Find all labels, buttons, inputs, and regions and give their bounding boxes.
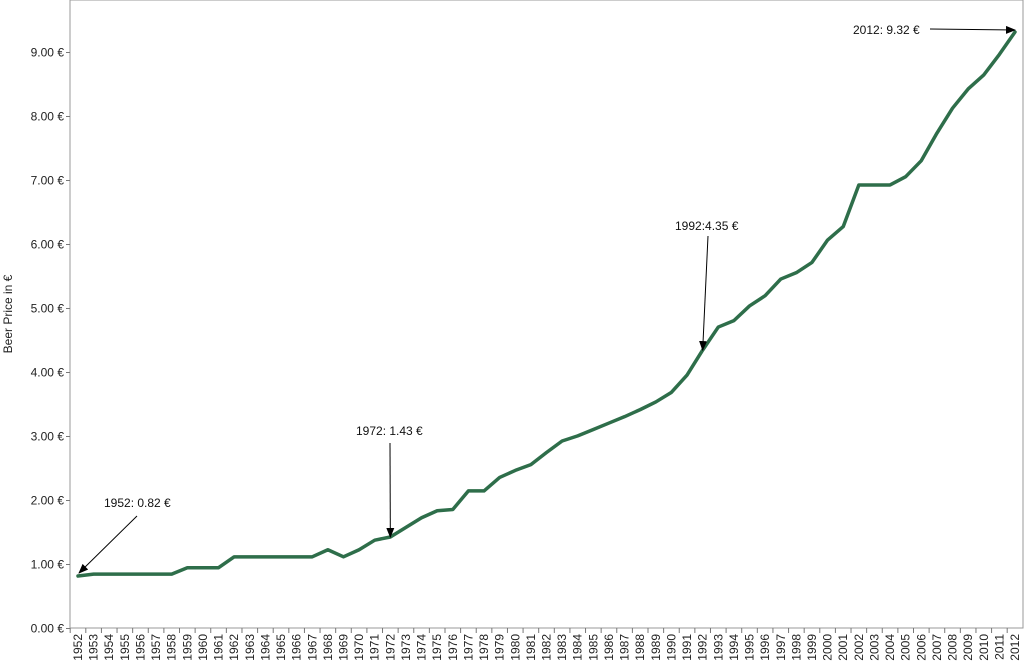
x-tick-label: 1973 <box>399 634 413 661</box>
x-tick-label: 1971 <box>368 634 382 661</box>
x-tick-label: 1985 <box>586 634 600 661</box>
x-tick-label: 1961 <box>212 634 226 661</box>
annotation-label: 2012: 9.32 € <box>853 23 920 37</box>
x-tick-label: 1991 <box>680 634 694 661</box>
plot-frame <box>69 0 1024 629</box>
x-tick-label: 1968 <box>321 634 335 661</box>
x-tick-label: 1956 <box>133 634 147 661</box>
annotation-arrow <box>78 515 138 574</box>
x-tick-label: 1952 <box>71 634 85 661</box>
x-tick-label: 1962 <box>227 634 241 661</box>
x-tick-label: 1992 <box>696 634 710 661</box>
x-tick-label: 2010 <box>977 634 991 661</box>
x-tick-label: 1979 <box>493 634 507 661</box>
x-tick-label: 1957 <box>149 634 163 661</box>
x-tick-label: 2002 <box>852 634 866 661</box>
x-tick-label: 2007 <box>930 634 944 661</box>
y-tick-label: 4.00 € <box>31 366 65 380</box>
x-tick-label: 2001 <box>836 634 850 661</box>
x-tick-label: 1959 <box>180 634 194 661</box>
x-tick-label: 1954 <box>102 634 116 661</box>
x-tick-label: 1960 <box>196 634 210 661</box>
x-tick-label: 1983 <box>555 634 569 661</box>
x-tick-label: 1970 <box>352 634 366 661</box>
x-tick-label: 1966 <box>290 634 304 661</box>
x-tick-label: 2006 <box>914 634 928 661</box>
x-tick-label: 1967 <box>305 634 319 661</box>
x-tick-label: 2003 <box>867 634 881 661</box>
x-tick-label: 1953 <box>87 634 101 661</box>
x-tick-label: 1990 <box>664 634 678 661</box>
y-tick-label: 2.00 € <box>31 494 65 508</box>
annotation-label: 1952: 0.82 € <box>104 496 171 510</box>
x-tick-label: 1958 <box>165 634 179 661</box>
x-tick-label: 1996 <box>758 634 772 661</box>
annotation-label: 1972: 1.43 € <box>356 424 423 438</box>
x-tick-label: 1969 <box>336 634 350 661</box>
x-tick-label: 1989 <box>649 634 663 661</box>
x-tick-label: 1988 <box>633 634 647 661</box>
x-axis: 1952 1953 1954 1955 1956 1957 1958 1959 1960 1961… <box>69 628 1022 661</box>
y-tick-label: 5.00 € <box>31 302 65 316</box>
y-tick-label: 8.00 € <box>31 110 65 124</box>
y-tick-label: 1.00 € <box>31 558 65 572</box>
x-tick-label: 1999 <box>805 634 819 661</box>
y-tick-label: 7.00 € <box>31 174 65 188</box>
x-tick-label: 1976 <box>446 634 460 661</box>
x-tick-label: 1995 <box>743 634 757 661</box>
x-tick-label: 1972 <box>383 634 397 661</box>
y-tick-label: 3.00 € <box>31 430 65 444</box>
x-tick-label: 1964 <box>258 634 272 661</box>
x-tick-label: 1982 <box>540 634 554 661</box>
x-tick-label: 1978 <box>477 634 491 661</box>
x-tick-label: 1993 <box>711 634 725 661</box>
x-tick-label: 1963 <box>243 634 257 661</box>
series-group <box>76 30 1017 578</box>
y-tick-label: 6.00 € <box>31 238 65 252</box>
x-tick-label: 2009 <box>961 634 975 661</box>
beer-price-series-line <box>76 30 1017 578</box>
annotation-arrow <box>929 25 1016 34</box>
x-tick-label: 1974 <box>415 634 429 661</box>
x-tick-label: 2005 <box>899 634 913 661</box>
x-tick-label: 1994 <box>727 634 741 661</box>
x-tick-label: 1986 <box>602 634 616 661</box>
y-axis: 0.00 € 1.00 € 2.00 € 3.00 € 4.00 € 5.00 € 6.00… <box>31 46 70 636</box>
x-tick-label: 2008 <box>946 634 960 661</box>
x-tick-label: 1998 <box>789 634 803 661</box>
x-tick-label: 1975 <box>430 634 444 661</box>
x-tick-label: 1987 <box>618 634 632 661</box>
y-tick-label: 0.00 € <box>31 622 65 636</box>
y-tick-label: 9.00 € <box>31 46 65 60</box>
x-tick-label: 1965 <box>274 634 288 661</box>
x-tick-label: 2004 <box>883 634 897 661</box>
x-tick-label: 2012 <box>1008 634 1022 661</box>
annotation-label: 1992:4.35 € <box>675 219 739 233</box>
x-tick-label: 1955 <box>118 634 132 661</box>
annotations: 1952: 0.82 € 1972: 1.43 € 1992:4.35 € 2012:… <box>78 23 1016 574</box>
x-tick-label: 1997 <box>774 634 788 661</box>
x-tick-label: 1984 <box>571 634 585 661</box>
x-tick-label: 2000 <box>821 634 835 661</box>
annotation-arrow <box>699 235 709 352</box>
x-tick-label: 1977 <box>461 634 475 661</box>
y-axis-label: Beer Price in € <box>1 274 15 353</box>
x-tick-label: 1981 <box>524 634 538 661</box>
x-tick-label: 1980 <box>508 634 522 661</box>
x-tick-label: 2011 <box>992 634 1006 660</box>
